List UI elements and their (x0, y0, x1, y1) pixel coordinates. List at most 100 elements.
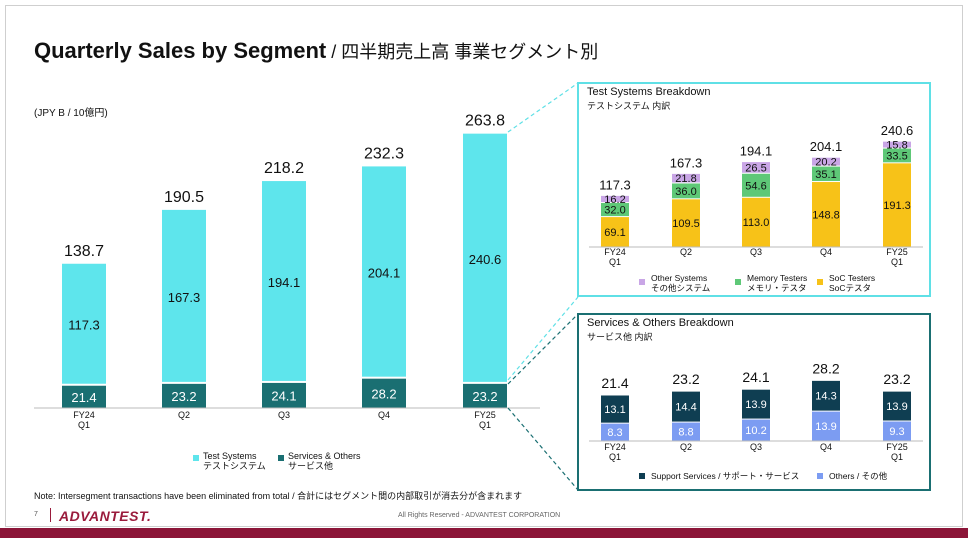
test-systems-bar (463, 133, 507, 382)
x-tick-label: Q2 (178, 410, 190, 420)
total-value-label: 190.5 (164, 189, 204, 206)
other-systems-value-label: 20.2 (815, 157, 836, 169)
legend-swatch-services (278, 455, 284, 461)
total-value-label: 204.1 (810, 139, 843, 154)
others-bar (742, 419, 770, 441)
x-tick-label: FY24 (73, 410, 95, 420)
memory-testers-bar (812, 166, 840, 182)
memory-testers-bar (883, 148, 911, 163)
footnote: Note: Intersegment transactions have bee… (34, 491, 523, 501)
legend-swatch (817, 279, 823, 285)
services-bar (162, 383, 206, 408)
panel-title: Services & Others Breakdown (587, 317, 734, 329)
memory-testers-bar (672, 183, 700, 199)
memory-testers-value-label: 36.0 (675, 186, 696, 198)
total-value-label: 28.2 (812, 360, 839, 376)
x-tick-label: Q1 (609, 452, 621, 462)
memory-testers-value-label: 35.1 (815, 169, 836, 181)
page-number: 7 (34, 511, 38, 518)
x-tick-label: Q1 (78, 420, 90, 430)
services-value-label: 24.1 (271, 388, 296, 403)
connector-line (507, 296, 579, 381)
test-systems-value-label: 240.6 (469, 252, 502, 267)
support-services-value-label: 13.9 (745, 399, 766, 411)
legend-swatch (639, 473, 645, 479)
legend-label: SoC Testers (829, 273, 875, 283)
connector-line (507, 82, 579, 133)
legend-label: テストシステム (203, 461, 266, 471)
total-value-label: 21.4 (601, 375, 628, 391)
x-tick-label: Q4 (820, 247, 832, 257)
memory-testers-value-label: 33.5 (886, 150, 907, 162)
others-bar (812, 411, 840, 441)
soc-testers-value-label: 191.3 (883, 200, 911, 212)
services-bar (362, 378, 406, 408)
memory-testers-bar (601, 203, 629, 217)
total-value-label: 23.2 (672, 371, 699, 387)
test-systems-value-label: 204.1 (368, 266, 401, 281)
soc-testers-value-label: 69.1 (604, 227, 625, 239)
test-systems-bar (362, 166, 406, 377)
other-systems-bar (812, 157, 840, 166)
support-services-bar (672, 391, 700, 422)
other-systems-value-label: 26.5 (745, 162, 766, 174)
services-breakdown-panel: Services & Others Breakdown サービス他 内訳 8.3… (577, 313, 931, 491)
legend-label: サービス他 (288, 460, 333, 471)
x-tick-label: Q4 (820, 442, 832, 452)
test-systems-breakdown-panel: Test Systems Breakdown テストシステム 内訳 69.1 32… (577, 82, 931, 297)
others-value-label: 13.9 (815, 421, 836, 433)
x-tick-label: Q2 (680, 247, 692, 257)
services-bar (463, 383, 507, 408)
support-services-bar (601, 395, 629, 423)
soc-testers-value-label: 148.8 (812, 209, 840, 221)
test-systems-chart: 69.132.016.2117.3FY24Q1109.536.021.8167.… (589, 123, 923, 293)
x-tick-label: Q3 (750, 247, 762, 257)
support-services-value-label: 13.9 (886, 401, 907, 413)
memory-testers-value-label: 32.0 (604, 205, 625, 217)
advantest-logo: ADVANTEST. (59, 508, 152, 524)
support-services-bar (883, 391, 911, 421)
total-value-label: 138.7 (64, 243, 104, 260)
total-value-label: 167.3 (670, 155, 703, 170)
unit-label: (JPY B / 10億円) (34, 108, 108, 119)
legend-label: SoCテスタ (829, 283, 871, 293)
legend-label: Services & Others (288, 451, 361, 461)
total-value-label: 263.8 (465, 113, 505, 130)
title-en: Quarterly Sales by Segment (34, 38, 327, 63)
x-tick-label: Q1 (891, 257, 903, 267)
slide-title: Quarterly Sales by Segment / 四半期売上高 事業セグ… (34, 38, 598, 64)
total-value-label: 218.2 (264, 160, 304, 177)
soc-testers-bar (883, 163, 911, 247)
memory-testers-bar (742, 173, 770, 197)
brand-bar (0, 528, 968, 538)
support-services-bar (742, 389, 770, 419)
support-services-value-label: 14.4 (675, 402, 696, 414)
legend-swatch (817, 473, 823, 479)
legend-swatch-test-systems (193, 455, 199, 461)
slide-frame (5, 5, 963, 527)
test-systems-bar (62, 263, 106, 384)
x-tick-label: FY25 (474, 410, 496, 420)
services-value-label: 23.2 (171, 389, 196, 404)
total-value-label: 240.6 (881, 123, 914, 138)
x-tick-label: FY25 (886, 247, 908, 257)
other-systems-value-label: 21.8 (675, 173, 696, 185)
test-systems-value-label: 167.3 (168, 290, 201, 305)
x-tick-label: Q3 (750, 442, 762, 452)
soc-testers-bar (812, 182, 840, 247)
soc-testers-value-label: 113.0 (743, 217, 770, 229)
soc-testers-bar (672, 199, 700, 247)
x-tick-label: FY24 (604, 247, 626, 257)
others-value-label: 8.3 (607, 427, 622, 439)
others-value-label: 9.3 (889, 426, 904, 438)
x-tick-label: Q3 (278, 410, 290, 420)
other-systems-value-label: 15.8 (886, 140, 907, 152)
total-value-label: 232.3 (364, 145, 404, 162)
total-value-label: 194.1 (740, 144, 773, 159)
panel-subtitle: サービス他 内訳 (587, 332, 653, 342)
legend-swatch (639, 279, 645, 285)
x-tick-label: Q4 (378, 410, 390, 420)
soc-testers-value-label: 109.5 (672, 218, 700, 230)
total-value-label: 117.3 (599, 177, 631, 192)
total-value-label: 23.2 (883, 371, 910, 387)
